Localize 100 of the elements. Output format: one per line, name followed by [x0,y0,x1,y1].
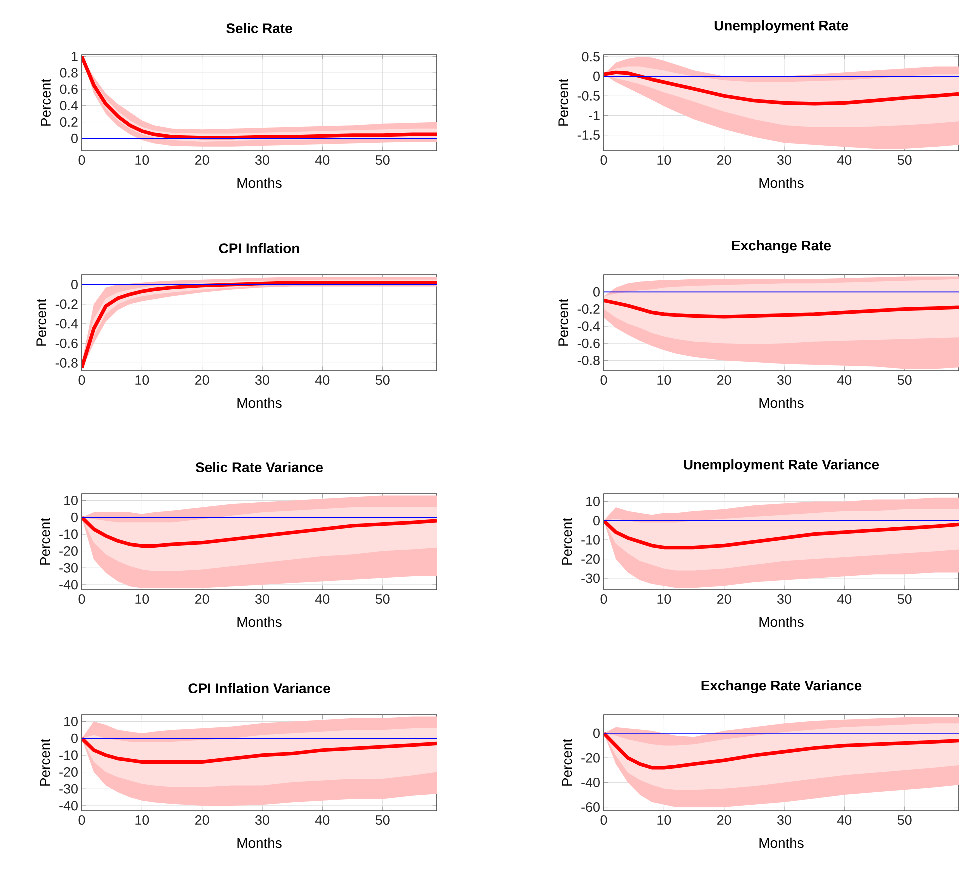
x-axis-title: Months [238,616,282,628]
chart-title: Exchange Rate [732,240,832,254]
x-tick-label: 20 [196,816,210,826]
x-tick-label: 30 [256,816,270,826]
y-tick-label: -30 [60,563,78,573]
x-tick-label: 50 [898,816,912,826]
chart-title: Selic Rate [226,23,292,34]
y-axis-title: Percent [40,739,50,786]
x-tick-label: 20 [196,156,210,166]
x-tick-label: 40 [316,376,330,386]
x-tick-label: 0 [600,156,608,166]
y-tick-label: 10 [64,716,78,726]
chart-title: CPI Inflation [219,243,300,254]
x-tick-label: 50 [376,816,390,826]
x-axis-title: Months [760,616,804,628]
y-tick-label: -10 [60,750,78,760]
y-tick-label: 0 [594,728,600,738]
x-tick-label: 10 [658,376,672,386]
y-tick-label: 0.5 [582,52,600,62]
x-tick-label: 50 [898,376,912,386]
x-tick-label: 10 [658,816,672,826]
y-tick-label: 10 [64,496,78,506]
x-tick-label: 40 [838,594,852,604]
x-tick-label: 10 [658,156,672,166]
x-tick-label: 20 [718,816,732,826]
y-tick-label: 0 [594,72,600,82]
x-tick-label: 0 [78,594,86,604]
x-tick-label: 10 [658,594,672,604]
y-tick-label: 0.8 [60,68,78,78]
y-tick-label: -0.6 [56,338,78,348]
y-tick-label: -0.4 [578,322,600,332]
y-tick-label: 1 [72,52,78,62]
y-tick-label: -30 [582,574,600,584]
y-tick-label: -0.8 [56,358,78,368]
y-axis-title: Percent [36,299,46,346]
chart-title: CPI Inflation Variance [188,683,330,694]
x-tick-label: 0 [78,376,86,386]
x-tick-label: 0 [78,816,86,826]
x-tick-label: 10 [136,594,150,604]
y-tick-label: -0.8 [578,356,600,366]
x-tick-label: 30 [778,594,792,604]
x-tick-label: 0 [78,156,86,166]
y-axis-title: Percent [41,79,51,126]
y-tick-label: -0.6 [578,338,600,348]
x-tick-label: 40 [316,156,330,166]
x-tick-label: 40 [838,156,852,166]
y-tick-label: 0 [594,287,600,297]
y-tick-label: -1 [589,111,600,120]
chart-title: Exchange Rate Variance [702,680,862,694]
x-tick-label: 20 [196,376,210,386]
x-axis-title: Months [238,838,282,848]
y-tick-label: -1.5 [578,130,600,140]
x-axis-title: Months [238,398,282,408]
y-tick-label: -10 [582,535,600,545]
x-tick-label: 20 [718,594,732,604]
y-axis-title: Percent [562,518,572,565]
x-tick-label: 10 [136,816,150,826]
y-tick-label: 0 [72,512,78,522]
y-axis-title: Percent [558,299,568,346]
y-tick-label: -10 [60,530,78,540]
y-tick-label: -0.5 [578,91,600,101]
y-tick-label: 0 [72,280,78,290]
x-tick-label: 50 [376,376,390,386]
x-tick-label: 30 [778,816,792,826]
y-tick-label: 0 [72,134,78,144]
y-tick-label: -40 [60,580,78,590]
y-tick-label: -0.2 [578,304,600,314]
y-tick-label: 0 [594,516,600,526]
x-tick-label: 0 [600,816,608,826]
y-tick-label: 0.2 [60,118,78,128]
x-axis-title: Months [238,178,282,188]
x-tick-label: 30 [256,376,270,386]
x-tick-label: 30 [256,156,270,166]
x-axis-title: Months [760,178,804,188]
y-tick-label: 0.6 [60,84,78,94]
y-tick-label: -0.4 [56,319,78,329]
x-tick-label: 30 [256,594,270,604]
y-tick-label: -20 [60,546,78,556]
x-tick-label: 20 [718,376,732,386]
x-axis-title: Months [760,838,804,848]
y-tick-label: -20 [582,554,600,564]
y-tick-label: -40 [582,778,600,788]
y-tick-label: -0.2 [56,300,78,310]
chart-title: Unemployment Rate Variance [684,460,880,473]
x-tick-label: 40 [316,816,330,826]
y-tick-label: -40 [60,801,78,811]
x-tick-label: 50 [376,594,390,604]
x-tick-label: 30 [778,156,792,166]
chart-title: Selic Rate Variance [196,462,323,473]
x-tick-label: 50 [376,156,390,166]
y-tick-label: 0.4 [60,101,78,111]
x-tick-label: 50 [898,594,912,604]
x-tick-label: 40 [316,594,330,604]
chart-title: Unemployment Rate [714,20,848,34]
y-tick-label: -60 [582,802,600,812]
x-tick-label: 10 [136,376,150,386]
y-tick-label: -20 [582,753,600,763]
x-tick-label: 40 [838,376,852,386]
x-tick-label: 10 [136,156,150,166]
y-tick-label: 0 [72,734,78,744]
